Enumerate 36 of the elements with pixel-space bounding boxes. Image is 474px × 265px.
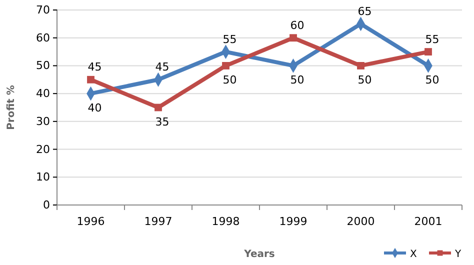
y-tick-label: 30 bbox=[36, 114, 50, 128]
y-axis-title: Profit % bbox=[6, 85, 17, 130]
legend-label: Y bbox=[454, 249, 462, 260]
legend-label: X bbox=[410, 249, 417, 260]
data-label: 45 bbox=[155, 60, 170, 74]
data-label: 45 bbox=[88, 60, 102, 74]
point bbox=[154, 104, 162, 112]
x-axis-title: Years bbox=[243, 249, 275, 260]
x-tick-label: 1999 bbox=[279, 214, 308, 228]
data-label: 40 bbox=[88, 102, 102, 115]
y-tick-label: 50 bbox=[36, 59, 50, 72]
point bbox=[87, 76, 94, 84]
data-label: 50 bbox=[222, 74, 237, 87]
y-tick-label: 60 bbox=[36, 31, 50, 44]
x-tick-label: 2000 bbox=[346, 214, 375, 228]
y-tick-label: 10 bbox=[36, 170, 50, 184]
x-tick-label: 1997 bbox=[144, 214, 172, 228]
x-tick-label: 1996 bbox=[76, 214, 105, 228]
data-label: 65 bbox=[358, 4, 372, 18]
data-label: 50 bbox=[358, 74, 372, 87]
data-label: 60 bbox=[290, 18, 304, 32]
data-label: 55 bbox=[425, 32, 440, 46]
data-label: 50 bbox=[290, 74, 304, 87]
y-tick-label: 0 bbox=[43, 198, 50, 212]
y-tick-label: 70 bbox=[36, 4, 50, 17]
point bbox=[357, 62, 364, 70]
data-label: 35 bbox=[155, 116, 170, 128]
data-label: 50 bbox=[425, 74, 440, 87]
y-tick-label: 40 bbox=[36, 87, 50, 100]
x-tick-label: 2001 bbox=[414, 214, 442, 228]
data-label: 55 bbox=[222, 32, 237, 46]
y-tick-label: 20 bbox=[36, 142, 50, 156]
x-tick-label: 1998 bbox=[212, 214, 240, 228]
point bbox=[290, 34, 297, 42]
point bbox=[424, 48, 432, 56]
point bbox=[222, 62, 230, 70]
